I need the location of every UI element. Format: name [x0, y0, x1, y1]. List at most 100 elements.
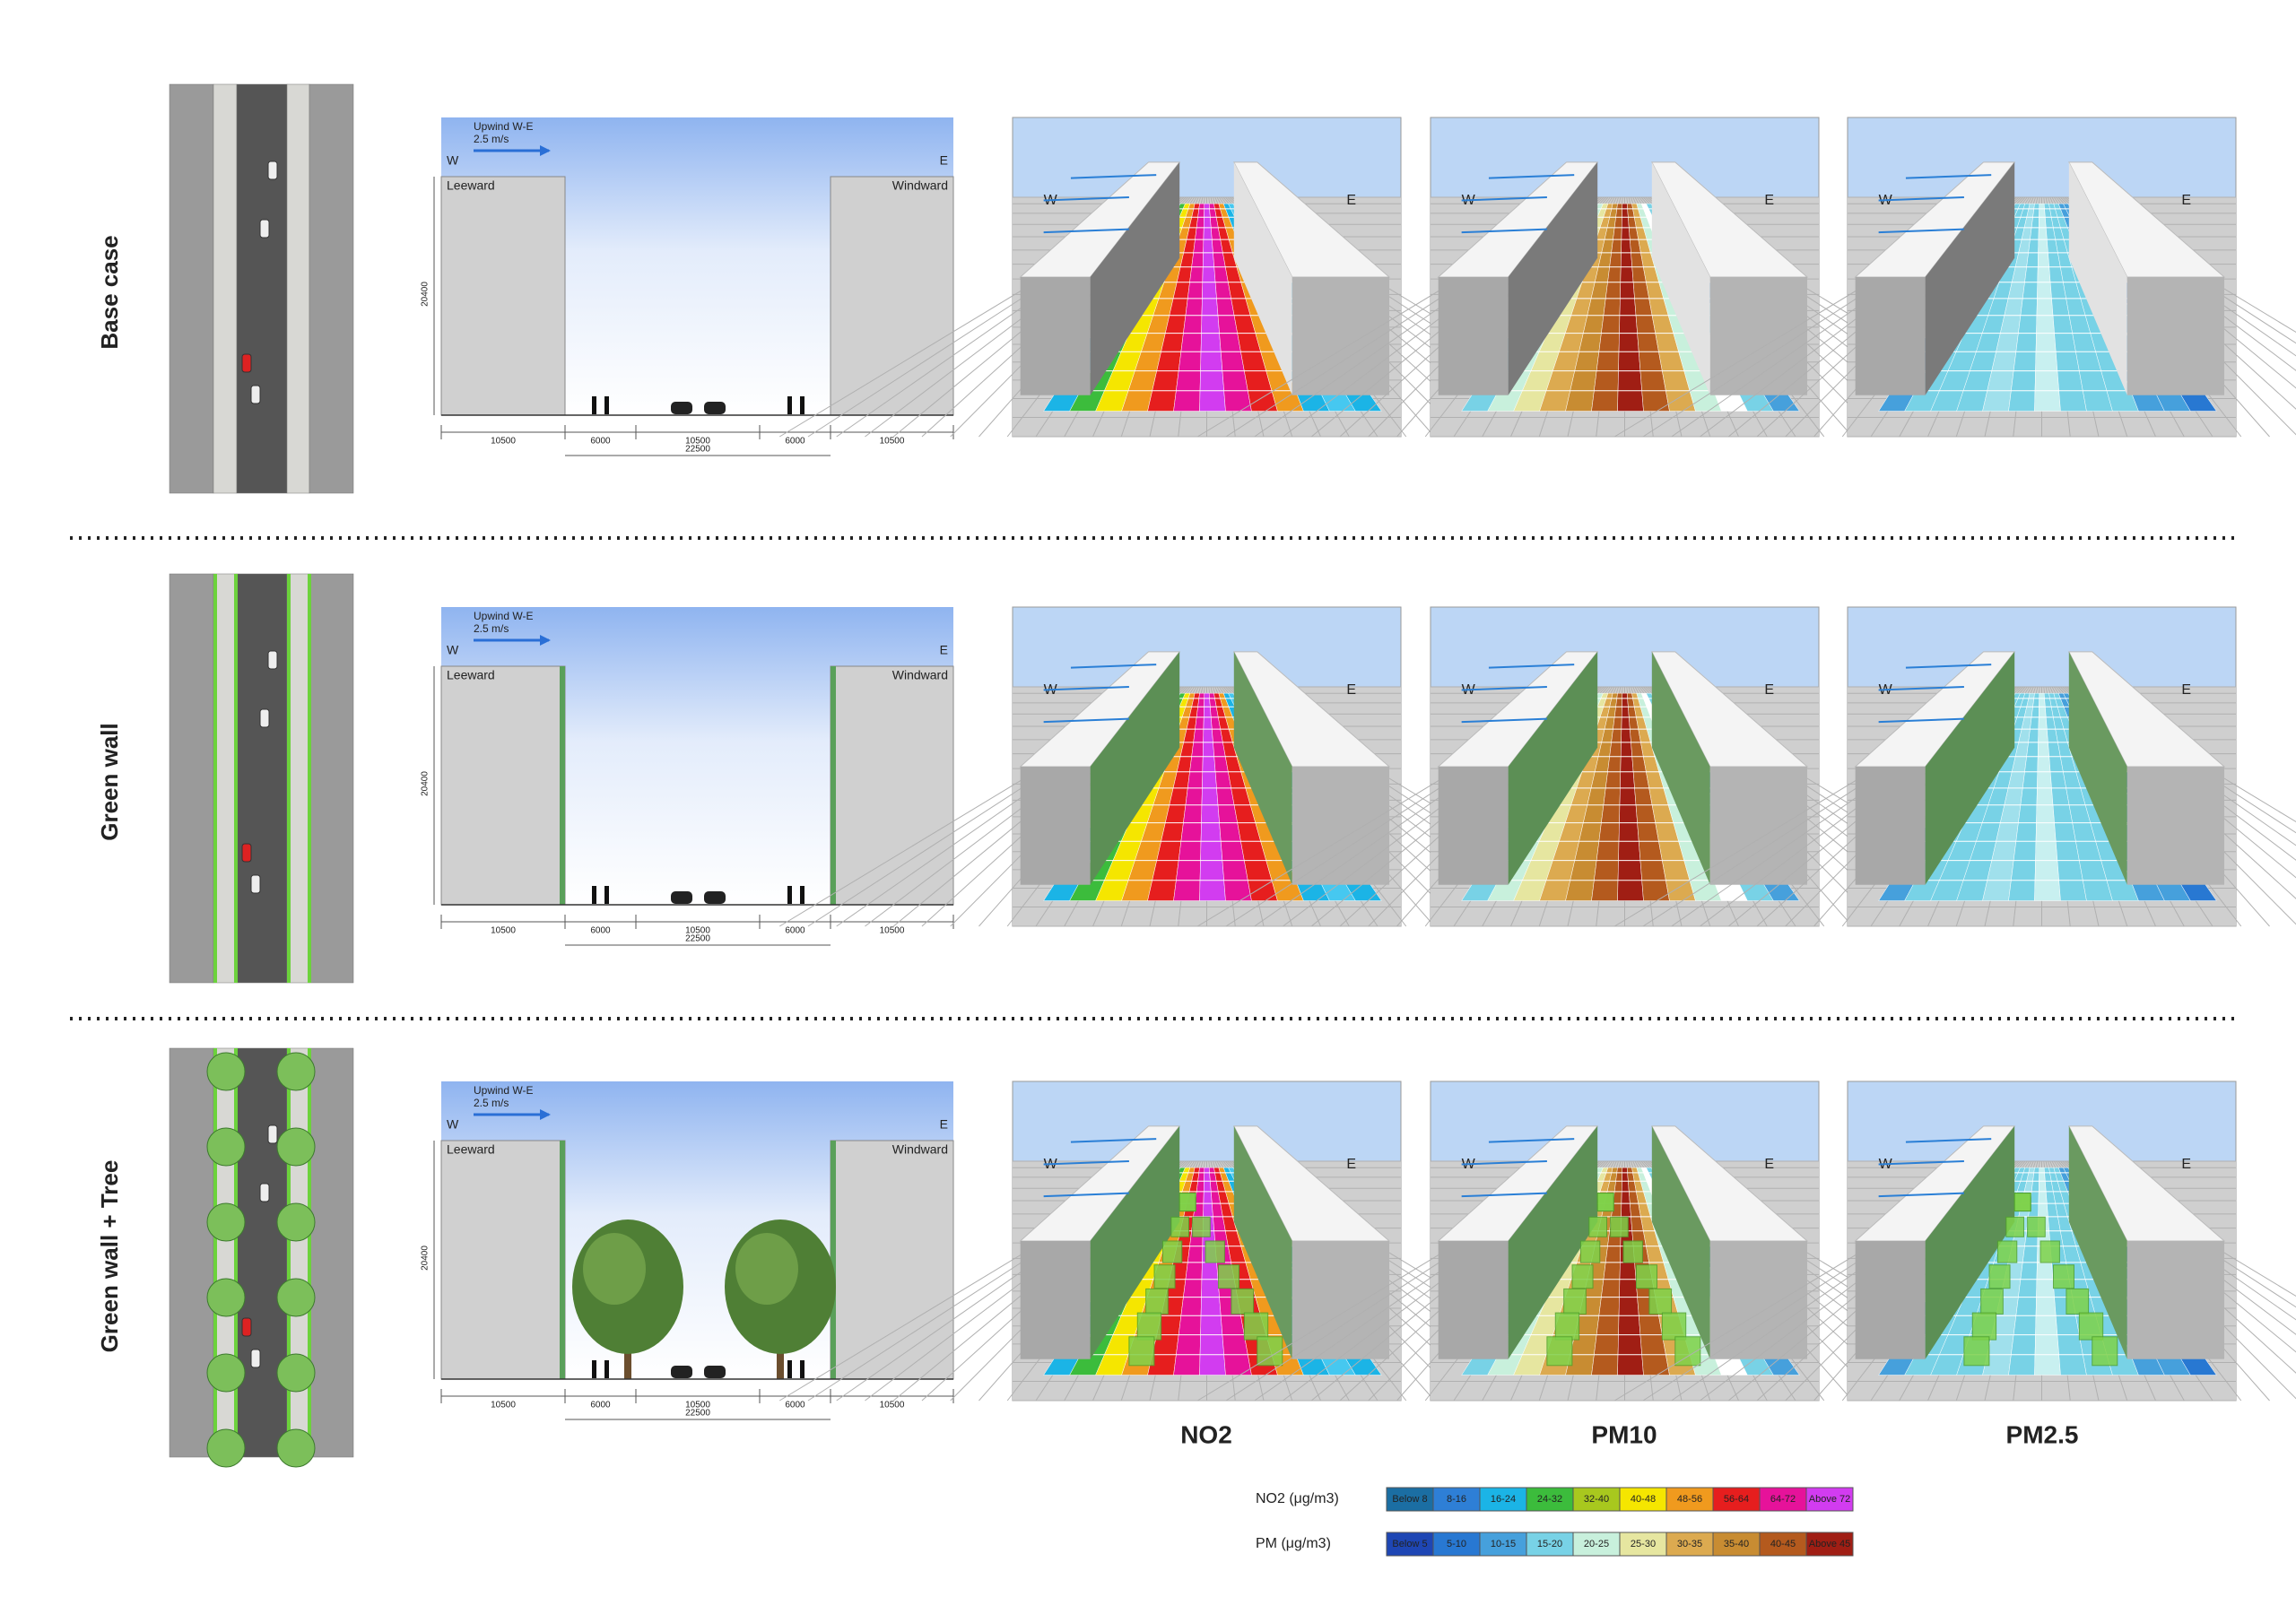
tree-voxel [1128, 1336, 1155, 1367]
total-label: 22500 [685, 1409, 710, 1419]
wind-label: Upwind W-E [474, 1084, 533, 1097]
building-front [1438, 277, 1509, 395]
tree-voxel [1610, 1216, 1629, 1237]
plan-lane [169, 1047, 214, 1458]
building-front [1020, 277, 1091, 395]
wind-arrow [1878, 196, 1964, 202]
plan-view [169, 83, 354, 494]
leeward-label: Leeward [447, 668, 495, 682]
wind-arrow [1461, 1160, 1547, 1166]
tree-crown [276, 1278, 316, 1317]
green-strip [213, 1048, 217, 1457]
tree-voxel [1596, 1193, 1614, 1212]
building-side [1508, 651, 1598, 885]
render-east: E [1346, 682, 1356, 698]
height-label: 20400 [421, 1245, 430, 1271]
building-side [1925, 651, 2015, 885]
wind-arrow [1878, 717, 1964, 724]
tree-voxel [2013, 1193, 2031, 1212]
height-label: 20400 [421, 771, 430, 796]
tree-voxel [1192, 1216, 1211, 1237]
dim-label: 6000 [590, 437, 611, 447]
west-label: W [447, 643, 459, 657]
green-strip [287, 1048, 291, 1457]
render-east: E [2181, 682, 2191, 698]
car [704, 891, 726, 904]
building-leeward [440, 1140, 566, 1380]
legend-item-label: 15-20 [1537, 1539, 1562, 1549]
legend-swatch [1665, 1532, 1714, 1557]
tree-voxel [1622, 1240, 1643, 1263]
dim-label: 10500 [685, 926, 710, 936]
wind-label: Upwind W-E [474, 610, 533, 622]
legend-item-label: 24-32 [1537, 1494, 1562, 1505]
render-east: E [2181, 193, 2191, 208]
wind-arrow [1905, 664, 1992, 669]
tree-crown [206, 1353, 246, 1393]
legend-item-label: Below 8 [1392, 1494, 1427, 1505]
dim-label: 10500 [880, 1401, 905, 1410]
green-strip [234, 574, 238, 983]
tree-voxel [1579, 1240, 1601, 1263]
tree-voxel [1571, 1264, 1594, 1289]
legend-item-label: 20-25 [1584, 1539, 1609, 1549]
wind-arrow [1461, 196, 1547, 202]
building-side [2068, 651, 2127, 885]
person [787, 1360, 792, 1378]
tree-crown [276, 1052, 316, 1091]
leeward-label: Leeward [447, 1142, 495, 1157]
building-side [1651, 651, 1710, 885]
render-east: E [1346, 193, 1356, 208]
wind-arrow [1488, 664, 1575, 669]
car [250, 874, 261, 894]
tree-voxel [1980, 1288, 2004, 1315]
car [259, 708, 270, 728]
building-leeward [440, 665, 566, 906]
tree-voxel [1963, 1336, 1990, 1367]
dim-label: 10500 [685, 437, 710, 447]
green-wall [560, 666, 565, 905]
plan-lane [286, 83, 310, 494]
building-front [1292, 767, 1390, 885]
render-east: E [1346, 1157, 1356, 1172]
wind-arrow [1461, 717, 1547, 724]
person [787, 886, 792, 904]
legend-item-label: 48-56 [1677, 1494, 1702, 1505]
tree-voxel [2027, 1216, 2046, 1237]
legend-item-label: 30-35 [1677, 1539, 1702, 1549]
legend-swatch [1759, 1487, 1807, 1512]
dim-label: 10500 [491, 1401, 516, 1410]
tree-voxel [2039, 1240, 2060, 1263]
legend-item-label: 32-40 [1584, 1494, 1609, 1505]
building-front [1855, 277, 1926, 395]
building-windward [830, 1140, 954, 1380]
building-side [1090, 651, 1180, 885]
wind-arrow [1070, 174, 1157, 179]
tree-voxel [1546, 1336, 1573, 1367]
column-title: NO2 [1180, 1420, 1232, 1448]
car [241, 843, 252, 863]
wind-arrow-head [540, 1109, 551, 1120]
legend-swatch [1479, 1487, 1527, 1512]
tree-crown [276, 1127, 316, 1167]
building-side [1925, 161, 2015, 395]
dim-label: 6000 [590, 926, 611, 936]
wind-arrow [1043, 1192, 1129, 1198]
car [671, 891, 692, 904]
wind-arrow [1878, 228, 1964, 234]
legend-item-label: 40-48 [1631, 1494, 1656, 1505]
legend-item-label: Above 72 [1809, 1494, 1850, 1505]
render-east: E [1764, 682, 1774, 698]
person [592, 1360, 596, 1378]
windward-label: Windward [892, 178, 948, 193]
building-front [1438, 1241, 1509, 1359]
building-front [2126, 277, 2225, 395]
wind-arrow [1043, 228, 1129, 234]
tree-voxel [1996, 1240, 2018, 1263]
person [604, 396, 609, 414]
legend-swatch [1712, 1487, 1761, 1512]
